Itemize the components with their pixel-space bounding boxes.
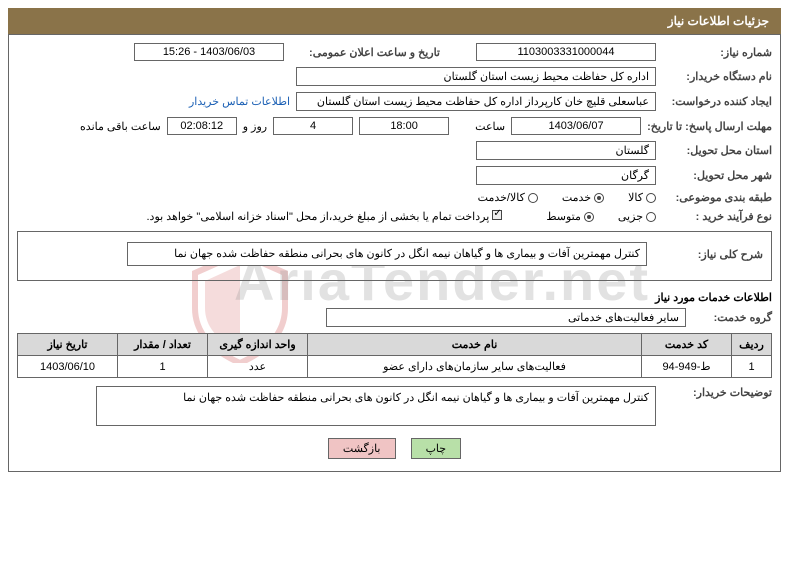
category-label: طبقه بندی موضوعی: — [662, 191, 772, 204]
table-header-row: ردیف کد خدمت نام خدمت واحد اندازه گیری ت… — [18, 334, 772, 356]
province-field: گلستان — [476, 141, 656, 160]
cell-name: فعالیت‌های سایر سازمان‌های دارای عضو — [308, 356, 642, 378]
buyer-org-label: نام دستگاه خریدار: — [662, 70, 772, 83]
th-row: ردیف — [732, 334, 772, 356]
days-field: 4 — [273, 117, 353, 135]
cell-row: 1 — [732, 356, 772, 378]
buyer-notes-label: توضیحات خریدار: — [662, 386, 772, 399]
page-title: جزئیات اطلاعات نیاز — [668, 14, 769, 28]
group-field: سایر فعالیت‌های خدماتی — [326, 308, 686, 327]
radio-icon — [646, 212, 656, 222]
deadline-date: 1403/06/07 — [511, 117, 641, 135]
buttons-row: چاپ بازگشت — [17, 438, 772, 459]
need-no-field: 1103003331000044 — [476, 43, 656, 61]
cell-code: ط-949-94 — [642, 356, 732, 378]
days-suffix: روز و — [243, 120, 267, 133]
group-label: گروه خدمت: — [692, 311, 772, 324]
cell-qty: 1 — [118, 356, 208, 378]
th-name: نام خدمت — [308, 334, 642, 356]
requester-label: ایجاد کننده درخواست: — [662, 95, 772, 108]
print-button[interactable]: چاپ — [411, 438, 462, 459]
back-button[interactable]: بازگشت — [328, 438, 396, 459]
radio-icon — [594, 193, 604, 203]
cell-date: 1403/06/10 — [18, 356, 118, 378]
buyer-notes: کنترل مهمترین آفات و بیماری ها و گیاهان … — [96, 386, 656, 426]
remaining-suffix: ساعت باقی مانده — [80, 120, 161, 133]
opt-motavaset[interactable]: متوسط — [546, 210, 594, 223]
contact-link[interactable]: اطلاعات تماس خریدار — [189, 95, 290, 108]
table-row: 1 ط-949-94 فعالیت‌های سایر سازمان‌های دا… — [18, 356, 772, 378]
checkbox-icon — [492, 210, 502, 220]
payment-check: پرداخت تمام یا بخشی از مبلغ خرید،از محل … — [146, 210, 502, 223]
countdown: 02:08:12 — [167, 117, 237, 135]
th-code: کد خدمت — [642, 334, 732, 356]
announce-field: 1403/06/03 - 15:26 — [134, 43, 284, 61]
radio-icon — [584, 212, 594, 222]
cell-unit: عدد — [208, 356, 308, 378]
opt-khadmat[interactable]: خدمت — [562, 191, 604, 204]
time-label: ساعت — [455, 120, 505, 133]
city-label: شهر محل تحویل: — [662, 169, 772, 182]
need-no-label: شماره نیاز: — [662, 46, 772, 59]
buyer-org-field: اداره کل حفاظت محیط زیست استان گلستان — [296, 67, 656, 86]
desc-box: شرح کلی نیاز: کنترل مهمترین آفات و بیمار… — [17, 231, 772, 281]
th-unit: واحد اندازه گیری — [208, 334, 308, 356]
deadline-label: مهلت ارسال پاسخ: تا تاریخ: — [647, 120, 772, 133]
radio-icon — [528, 193, 538, 203]
opt-kala[interactable]: کالا — [628, 191, 656, 204]
opt-kalakhadmat[interactable]: کالا/خدمت — [478, 191, 538, 204]
city-field: گرگان — [476, 166, 656, 185]
th-date: تاریخ نیاز — [18, 334, 118, 356]
th-qty: تعداد / مقدار — [118, 334, 208, 356]
announce-label: تاریخ و ساعت اعلان عمومی: — [290, 46, 440, 59]
desc-label: شرح کلی نیاز: — [653, 248, 763, 261]
page-header: جزئیات اطلاعات نیاز — [8, 8, 781, 34]
requester-field: عباسعلی قلیچ خان کارپرداز اداره کل حفاظت… — [296, 92, 656, 111]
province-label: استان محل تحویل: — [662, 144, 772, 157]
radio-icon — [646, 193, 656, 203]
process-label: نوع فرآیند خرید : — [662, 210, 772, 223]
services-title: اطلاعات خدمات مورد نیاز — [17, 291, 772, 304]
main-panel: شماره نیاز: 1103003331000044 تاریخ و ساع… — [8, 34, 781, 472]
opt-jozi[interactable]: جزیی — [618, 210, 656, 223]
services-table: ردیف کد خدمت نام خدمت واحد اندازه گیری ت… — [17, 333, 772, 378]
deadline-time: 18:00 — [359, 117, 449, 135]
desc-text: کنترل مهمترین آفات و بیماری ها و گیاهان … — [127, 242, 647, 266]
